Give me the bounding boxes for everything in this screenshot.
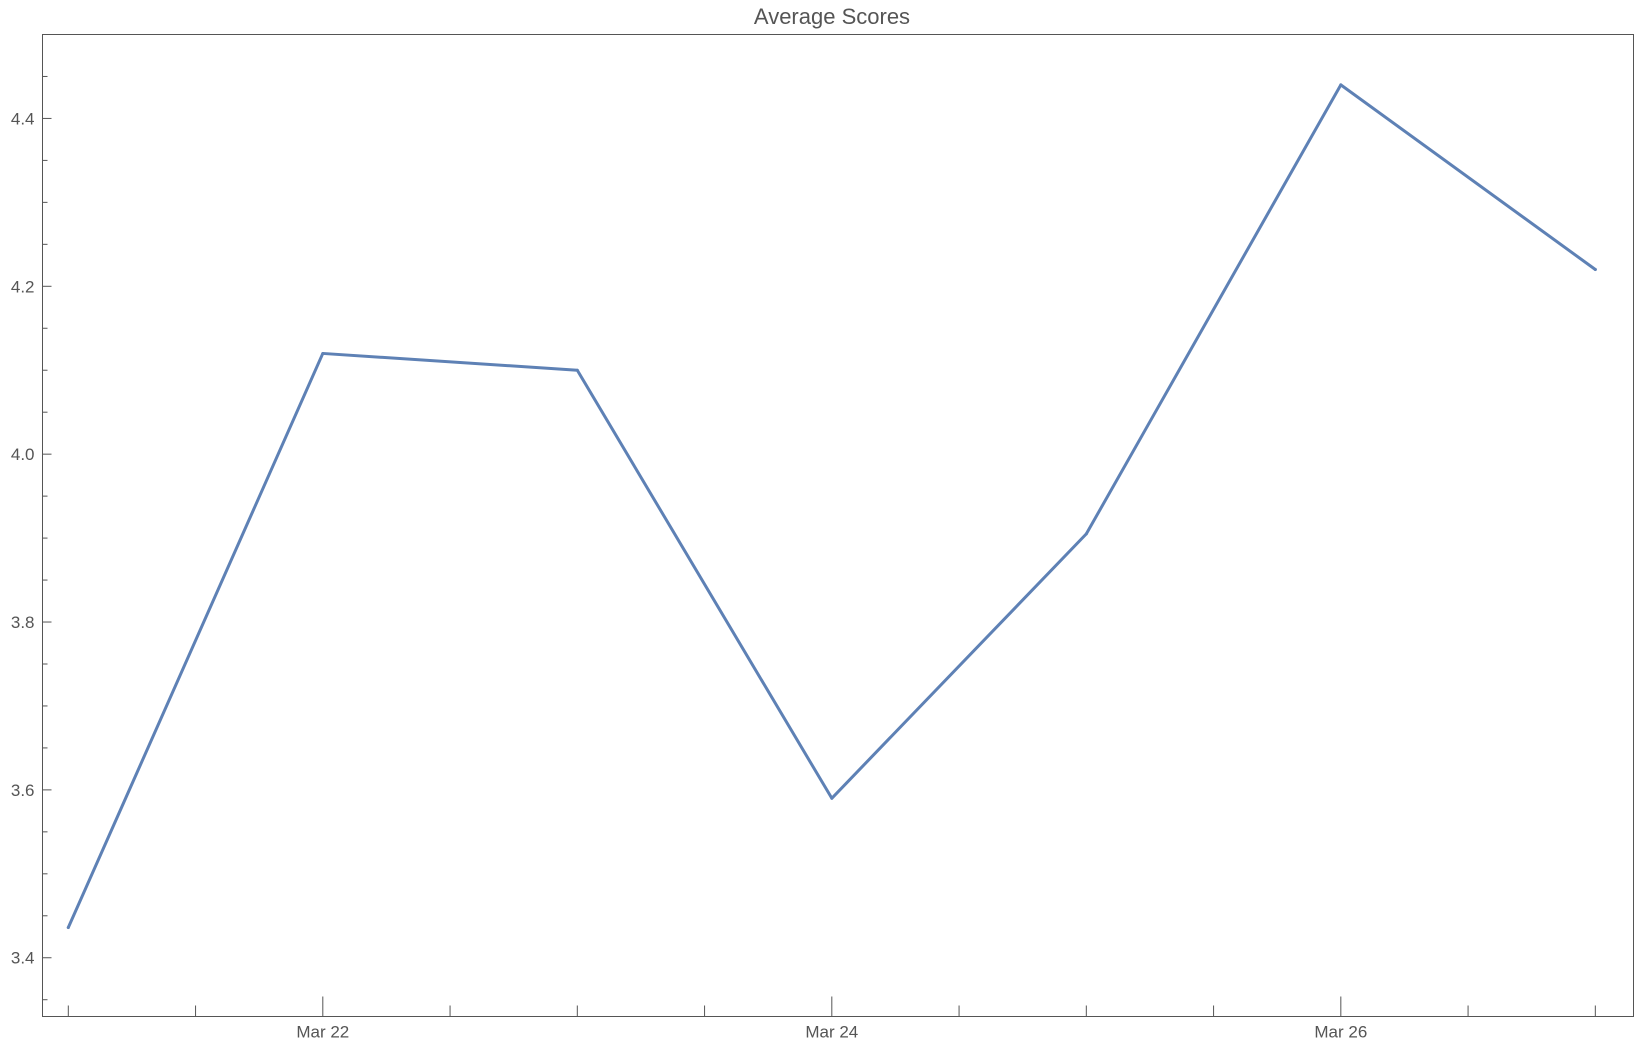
series-layer (66, 83, 1597, 930)
data-point (1593, 268, 1597, 272)
y-axis: 3.4 3.6 3.8 4.0 4.2 4.4 (11, 34, 52, 1001)
y-tick-label: 3.6 (11, 781, 35, 800)
x-tick-label: Mar 24 (805, 1023, 858, 1040)
data-point (830, 796, 834, 800)
data-point (575, 368, 579, 372)
chart-title: Average Scores (754, 4, 910, 29)
data-point (1084, 532, 1088, 536)
y-tick-label: 4.0 (11, 445, 35, 464)
y-tick-label: 3.8 (11, 613, 35, 632)
data-point (66, 926, 70, 930)
y-tick-label: 4.2 (11, 277, 35, 296)
y-tick-label: 4.4 (11, 109, 35, 128)
data-point (1339, 83, 1343, 87)
plot-frame (42, 34, 1634, 1017)
x-tick-label: Mar 26 (1314, 1023, 1367, 1040)
series-line (66, 83, 1597, 930)
y-tick-label: 3.4 (11, 949, 35, 968)
x-axis: Mar 22 Mar 24 Mar 26 (67, 996, 1596, 1040)
data-point (321, 351, 325, 355)
x-tick-label: Mar 22 (296, 1023, 349, 1040)
